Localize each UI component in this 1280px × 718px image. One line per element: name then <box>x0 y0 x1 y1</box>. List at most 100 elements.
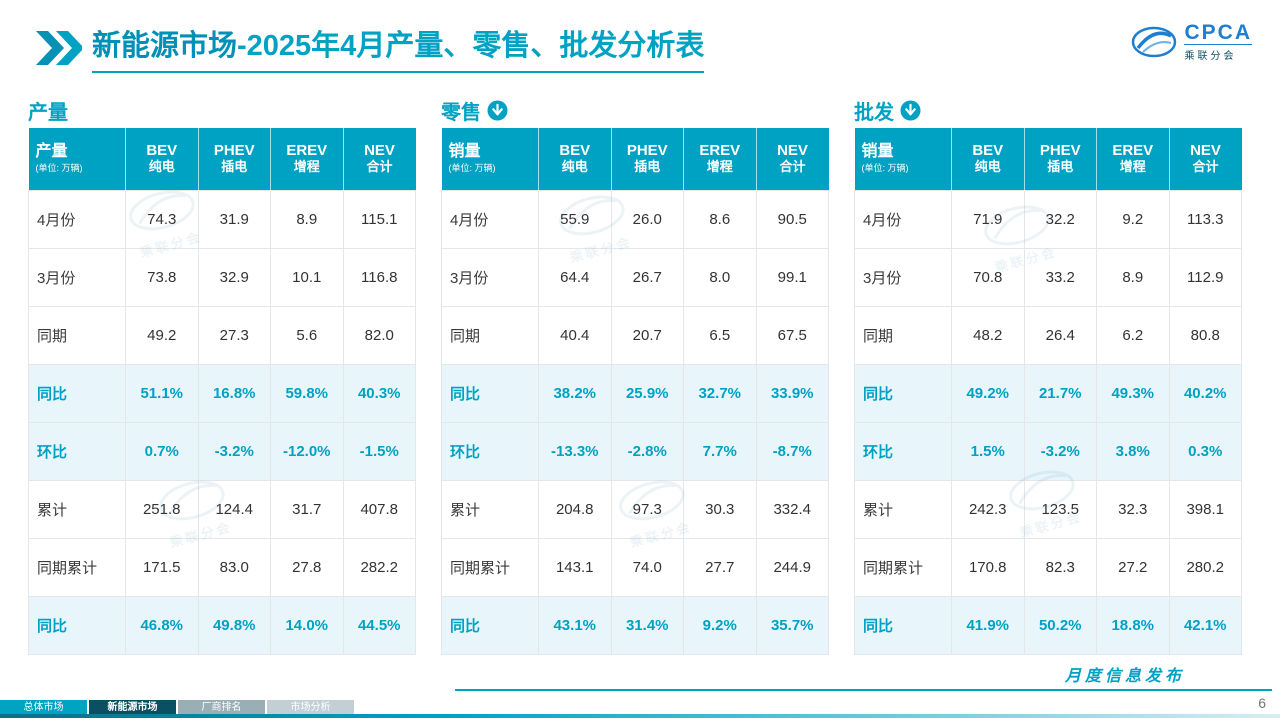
row-label: 4月份 <box>28 189 126 249</box>
cell-value: 143.1 <box>538 537 612 597</box>
data-table: 销量 (单位: 万辆) BEV 纯电 PHEV 插电 EREV 增程 NEV 合计 4月份 71.9 3… <box>854 128 1242 655</box>
row-label: 同比 <box>854 363 952 423</box>
cell-value: 64.4 <box>538 247 612 307</box>
column-header-cn: 插电 <box>221 159 248 175</box>
cell-value: 74.0 <box>610 537 684 597</box>
cell-value: -12.0% <box>270 421 344 481</box>
footer-tab-1[interactable]: 总体市场 <box>0 700 87 715</box>
column-header-cn: 插电 <box>1047 159 1074 175</box>
table-row: 同比 38.2% 25.9% 32.7% 33.9% <box>441 363 829 423</box>
cell-value: 27.2 <box>1096 537 1170 597</box>
cell-value: 8.9 <box>270 189 344 249</box>
cell-value: 59.8% <box>270 363 344 423</box>
column-header: PHEV 插电 <box>197 128 271 190</box>
cell-value: 8.9 <box>1096 247 1170 307</box>
footer-tab-3[interactable]: 厂商排名 <box>178 700 265 715</box>
data-table: 产量 (单位: 万辆) BEV 纯电 PHEV 插电 EREV 增程 NEV 合计 4月份 74.3 3… <box>28 128 416 655</box>
footer-tab-2[interactable]: 新能源市场 <box>89 700 176 715</box>
table-row: 累计 251.8 124.4 31.7 407.8 <box>28 479 416 539</box>
row-label: 环比 <box>28 421 126 481</box>
cell-value: 82.0 <box>342 305 416 365</box>
table-row: 4月份 71.9 32.2 9.2 113.3 <box>854 189 1242 249</box>
cell-value: 55.9 <box>538 189 612 249</box>
cell-value: 26.0 <box>610 189 684 249</box>
column-header-cn: 增程 <box>706 159 733 175</box>
table-row: 同比 49.2% 21.7% 49.3% 40.2% <box>854 363 1242 423</box>
table-row: 同比 41.9% 50.2% 18.8% 42.1% <box>854 595 1242 655</box>
cell-value: 31.9 <box>197 189 271 249</box>
cell-value: 49.2 <box>125 305 199 365</box>
cell-value: 33.2 <box>1023 247 1097 307</box>
column-header-en: PHEV <box>213 142 255 160</box>
cell-value: 407.8 <box>342 479 416 539</box>
unit-header-label: 销量 <box>861 143 894 161</box>
cell-value: 49.8% <box>197 595 271 655</box>
cell-value: -13.3% <box>538 421 612 481</box>
unit-header: 产量 (单位: 万辆) <box>28 128 126 190</box>
cell-value: 171.5 <box>125 537 199 597</box>
row-label: 同期累计 <box>441 537 539 597</box>
table-row: 3月份 73.8 32.9 10.1 116.8 <box>28 247 416 307</box>
cell-value: 48.2 <box>951 305 1025 365</box>
column-header: BEV 纯电 <box>951 128 1024 190</box>
unit-header-note: (单位: 万辆) <box>861 163 909 174</box>
table-row: 环比 1.5% -3.2% 3.8% 0.3% <box>854 421 1242 481</box>
cell-value: 51.1% <box>125 363 199 423</box>
row-label: 4月份 <box>441 189 539 249</box>
cell-value: 25.9% <box>610 363 684 423</box>
cell-value: 5.6 <box>270 305 344 365</box>
column-header-en: PHEV <box>626 142 668 160</box>
cell-value: 244.9 <box>755 537 829 597</box>
cell-value: 49.3% <box>1096 363 1170 423</box>
cell-value: 50.2% <box>1023 595 1097 655</box>
cell-value: 46.8% <box>125 595 199 655</box>
column-header-en: PHEV <box>1039 142 1081 160</box>
row-label: 4月份 <box>854 189 952 249</box>
cell-value: 9.2% <box>683 595 757 655</box>
cell-value: 21.7% <box>1023 363 1097 423</box>
cell-value: 42.1% <box>1168 595 1242 655</box>
footer-note: 月度信息发布 <box>1064 668 1185 685</box>
footer-nav: 总体市场 新能源市场 厂商排名 市场分析 <box>0 700 354 715</box>
table-row: 3月份 64.4 26.7 8.0 99.1 <box>441 247 829 307</box>
row-label: 同期 <box>441 305 539 365</box>
cell-value: 41.9% <box>951 595 1025 655</box>
cell-value: 113.3 <box>1168 189 1242 249</box>
cell-value: 8.0 <box>683 247 757 307</box>
row-label: 同期 <box>28 305 126 365</box>
cell-value: 80.8 <box>1168 305 1242 365</box>
cpca-logo-mark-icon <box>1132 26 1177 58</box>
unit-header-label: 产量 <box>35 143 68 161</box>
unit-header: 销量 (单位: 万辆) <box>441 128 539 190</box>
title-rest: -2025年4月产量、零售、批发分析表 <box>237 30 705 62</box>
column-header-cn: 插电 <box>634 159 661 175</box>
table-row: 环比 -13.3% -2.8% 7.7% -8.7% <box>441 421 829 481</box>
cell-value: 82.3 <box>1023 537 1097 597</box>
row-label: 环比 <box>441 421 539 481</box>
column-header: NEV 合计 <box>1168 128 1242 190</box>
section-header: 零售 <box>441 92 829 128</box>
cell-value: 18.8% <box>1096 595 1170 655</box>
row-label: 3月份 <box>28 247 126 307</box>
cell-value: 112.9 <box>1168 247 1242 307</box>
cell-value: -1.5% <box>342 421 416 481</box>
title-highlight: 新能源市场 <box>92 30 238 62</box>
cell-value: -3.2% <box>197 421 271 481</box>
cell-value: 6.5 <box>683 305 757 365</box>
cell-value: 7.7% <box>683 421 757 481</box>
cell-value: 31.7 <box>270 479 344 539</box>
column-header-en: BEV <box>146 142 178 160</box>
cell-value: 6.2 <box>1096 305 1170 365</box>
column-header-en: NEV <box>1190 142 1221 160</box>
table-row: 4月份 55.9 26.0 8.6 90.5 <box>441 189 829 249</box>
row-label: 同期累计 <box>28 537 126 597</box>
table-row: 同期 49.2 27.3 5.6 82.0 <box>28 305 416 365</box>
cell-value: 40.3% <box>342 363 416 423</box>
column-header: PHEV 插电 <box>1023 128 1097 190</box>
footer-tab-4[interactable]: 市场分析 <box>267 700 354 715</box>
double-chevron-icon <box>34 30 84 71</box>
cell-value: 32.7% <box>683 363 757 423</box>
page-title: 新能源市场-2025年4月产量、零售、批发分析表 <box>92 28 705 73</box>
cell-value: 31.4% <box>610 595 684 655</box>
